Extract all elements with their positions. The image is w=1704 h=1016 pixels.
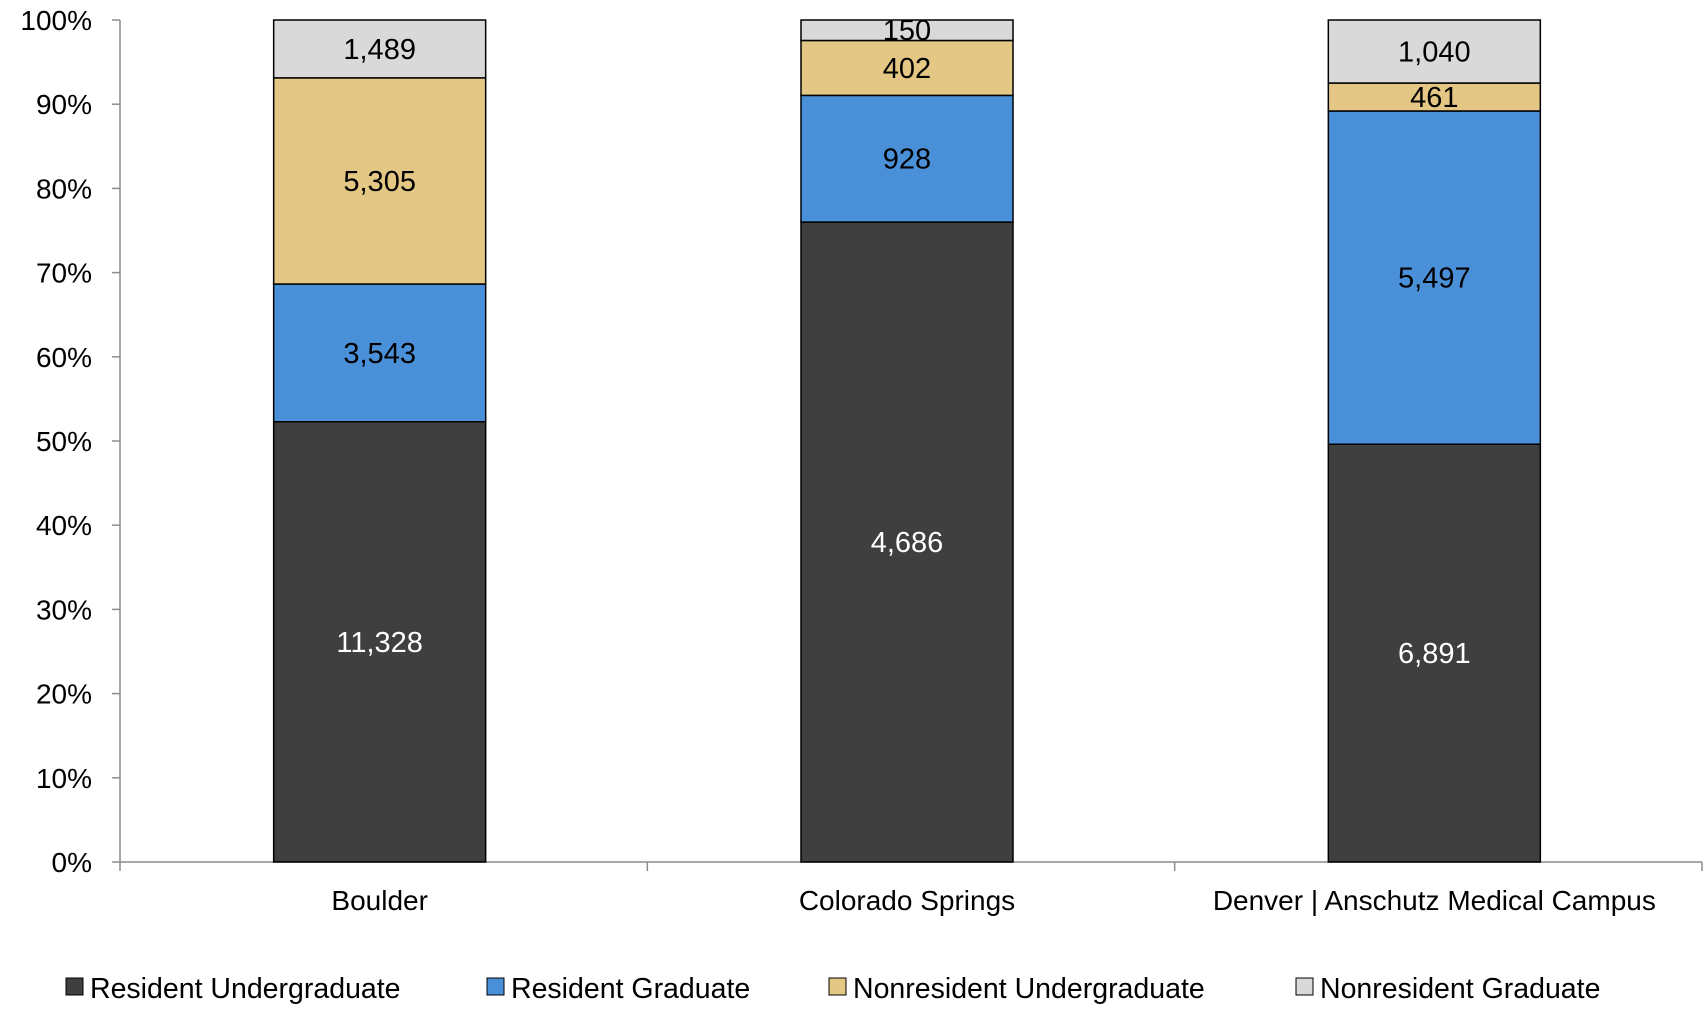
data-label: 461 [1410, 82, 1458, 114]
y-tick-label: 90% [36, 89, 92, 120]
legend-swatch [486, 977, 505, 996]
data-label: 402 [883, 53, 931, 85]
bars: 11,328 3,543 5,305 1,489 4,686 928 402 150 6,891… [272, 15, 1542, 863]
bar-segment [800, 94, 1014, 223]
bar-segment [1327, 443, 1542, 863]
y-tick-label: 40% [36, 510, 92, 541]
bar-segment [1327, 19, 1542, 84]
y-tick-label: 50% [36, 426, 92, 457]
data-label: 150 [883, 15, 931, 47]
data-label: 5,305 [343, 166, 416, 198]
legend-label: Resident Graduate [511, 973, 750, 1005]
data-label: 1,489 [343, 34, 416, 66]
x-axis: Boulder Colorado Springs Denver | Anschutz… [119, 861, 1703, 916]
bar-segment [1327, 82, 1542, 112]
y-axis: 0% 10% 20% 30% 40% 50% 60% 70% 80% 90% 100% [20, 5, 121, 878]
y-tick-label: 10% [36, 763, 92, 794]
legend: Resident Undergraduate Resident Graduate N… [65, 973, 1600, 1005]
legend-item: Nonresident Graduate [1295, 973, 1600, 1005]
y-tick-label: 20% [36, 679, 92, 710]
data-label: 1,040 [1398, 37, 1471, 69]
bar-segment [272, 77, 487, 285]
legend-item: Nonresident Undergraduate [828, 973, 1205, 1005]
data-label: 4,686 [871, 527, 944, 559]
x-category-label: Boulder [331, 885, 428, 916]
legend-label: Resident Undergraduate [90, 973, 401, 1005]
data-label: 5,497 [1398, 263, 1471, 295]
bar-segment [272, 19, 487, 79]
legend-label: Nonresident Graduate [1320, 973, 1600, 1005]
y-tick-label: 70% [36, 258, 92, 289]
bar-segment [800, 19, 1014, 42]
legend-item: Resident Graduate [486, 973, 750, 1005]
data-label: 11,328 [336, 627, 423, 659]
y-tick-label: 80% [36, 173, 92, 204]
bar-segment [800, 221, 1014, 863]
x-category-label: Colorado Springs [799, 885, 1015, 916]
bar-segment [1327, 110, 1542, 445]
bar-stack: 6,891 5,497 461 1,040 [1327, 19, 1542, 863]
legend-swatch [828, 977, 847, 996]
legend-label: Nonresident Undergraduate [853, 973, 1205, 1005]
bar-stack: 4,686 928 402 150 [800, 15, 1014, 863]
y-tick-label: 30% [36, 594, 92, 625]
data-label: 3,543 [343, 338, 416, 370]
bar-stack: 11,328 3,543 5,305 1,489 [272, 19, 487, 863]
x-category-label: Denver | Anschutz Medical Campus [1213, 885, 1656, 916]
bar-segment [272, 420, 487, 863]
data-label: 928 [883, 144, 931, 176]
y-tick-label: 60% [36, 342, 92, 373]
y-tick-label: 0% [52, 847, 92, 878]
legend-swatch [65, 977, 84, 996]
legend-swatch [1295, 977, 1314, 996]
bar-segment [272, 283, 487, 423]
y-tick-label: 100% [20, 5, 92, 36]
legend-item: Resident Undergraduate [65, 973, 401, 1005]
data-label: 6,891 [1398, 638, 1471, 670]
